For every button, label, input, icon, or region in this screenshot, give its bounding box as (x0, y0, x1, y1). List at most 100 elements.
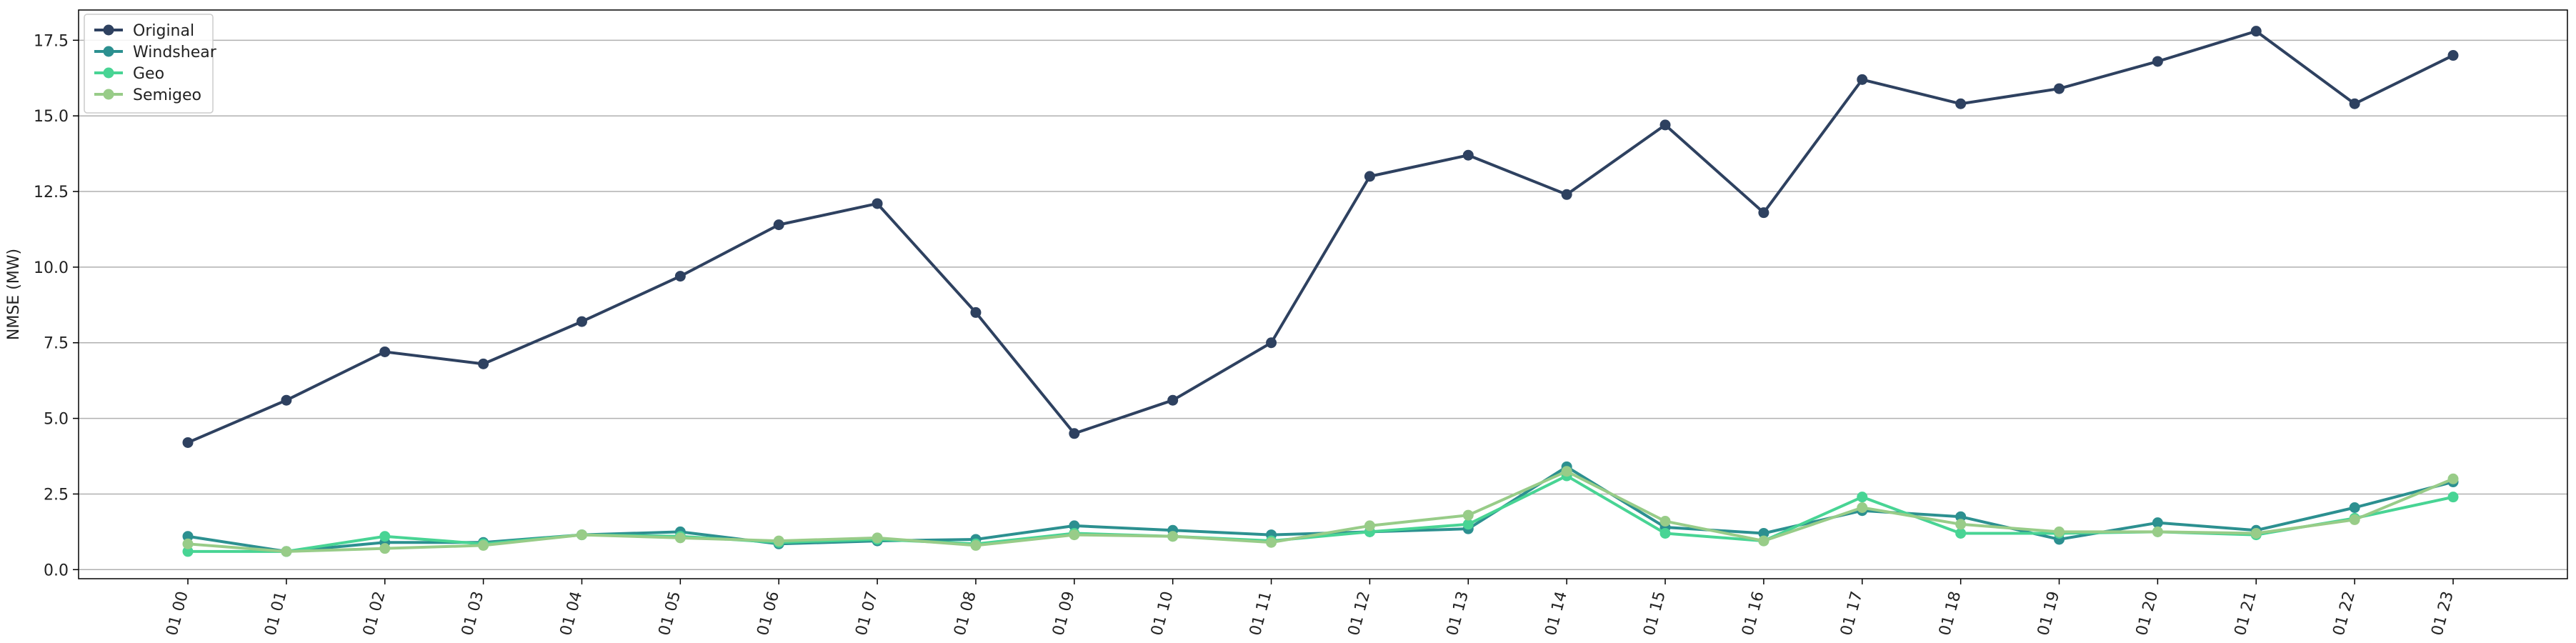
point-original (2152, 56, 2163, 67)
point-original (773, 219, 784, 231)
legend: Original Windshear Geo Semigeo (84, 14, 217, 114)
legend-label-windshear: Windshear (133, 44, 217, 61)
x-tick-label: 01 01 (261, 589, 290, 637)
y-tick-label: 10.0 (34, 259, 69, 277)
x-tick-label: 01 02 (360, 589, 389, 637)
legend-marker-original (103, 24, 114, 36)
series-line-original (186, 29, 2455, 444)
point-original (970, 306, 982, 318)
y-tick-label: 7.5 (44, 335, 69, 353)
point-original (1857, 74, 1868, 85)
point-original (872, 198, 883, 209)
y-tick-label: 12.5 (34, 184, 69, 201)
point-original (1561, 189, 1572, 200)
point-semigeo (2349, 514, 2360, 525)
point-original (478, 358, 489, 369)
point-semigeo (872, 532, 883, 544)
point-original (182, 437, 194, 448)
legend-marker-geo (103, 67, 114, 79)
y-tick-label: 17.5 (34, 32, 69, 50)
x-tick-label: 01 18 (1936, 589, 1965, 637)
point-semigeo (1955, 519, 1967, 530)
legend-label-geo: Geo (133, 65, 164, 83)
legend-label-original: Original (133, 22, 194, 40)
point-original (2447, 50, 2459, 61)
point-original (281, 394, 292, 406)
point-original (2250, 26, 2262, 37)
point-semigeo (576, 529, 587, 541)
x-tick-label: 01 09 (1049, 589, 1078, 637)
legend-marker-semigeo (103, 89, 114, 100)
point-original (379, 346, 391, 357)
x-tick-label: 01 04 (557, 589, 586, 637)
y-tick-label: 15.0 (34, 108, 69, 126)
point-semigeo (478, 539, 489, 551)
point-semigeo (1167, 531, 1179, 542)
point-original (1758, 207, 1769, 219)
x-tick-label: 01 00 (163, 589, 191, 637)
point-original (1364, 171, 1375, 182)
point-geo (379, 531, 391, 542)
point-semigeo (1659, 516, 1671, 527)
point-semigeo (182, 538, 194, 549)
x-tick-label: 01 11 (1247, 589, 1275, 637)
point-original (1069, 428, 1080, 439)
x-tick-label: 01 16 (1739, 589, 1767, 637)
point-windshear (182, 531, 194, 542)
point-semigeo (281, 546, 292, 557)
point-windshear (1955, 511, 1967, 522)
point-original (2054, 83, 2065, 94)
x-tick-label: 01 12 (1345, 589, 1374, 637)
point-semigeo (2054, 526, 2065, 537)
point-original (1266, 337, 1277, 349)
point-semigeo (1266, 537, 1277, 548)
x-tick-label: 01 17 (1837, 589, 1866, 637)
x-tick-label: 01 03 (459, 589, 487, 637)
grid-lines (79, 39, 2567, 571)
point-semigeo (674, 532, 686, 544)
point-geo (1857, 492, 1868, 503)
x-tick-label: 01 07 (852, 589, 881, 637)
point-geo (1659, 527, 1671, 539)
point-semigeo (773, 535, 784, 547)
point-semigeo (1364, 520, 1375, 532)
x-tick-label: 01 23 (2428, 589, 2457, 637)
point-windshear (1069, 520, 1080, 532)
series-lines (182, 26, 2459, 557)
x-tick-label: 01 20 (2133, 589, 2162, 637)
point-original (1955, 98, 1967, 109)
point-semigeo (1462, 509, 1474, 521)
legend-label-semigeo: Semigeo (133, 86, 201, 104)
x-tick-label: 01 19 (2035, 589, 2063, 637)
point-original (674, 271, 686, 282)
point-windshear (2152, 517, 2163, 529)
point-original (1167, 394, 1179, 406)
plot-frame (78, 9, 2568, 579)
point-geo (2447, 492, 2459, 503)
point-semigeo (1758, 535, 1769, 547)
point-original (2349, 98, 2360, 109)
x-tick-label: 01 10 (1148, 589, 1177, 637)
point-semigeo (2152, 526, 2163, 537)
x-tick-label: 01 08 (951, 589, 979, 637)
x-tick-label: 01 05 (656, 589, 684, 637)
y-tick-label: 5.0 (44, 411, 69, 429)
point-semigeo (379, 543, 391, 554)
point-windshear (2349, 502, 2360, 513)
point-geo (182, 546, 194, 557)
point-semigeo (2250, 527, 2262, 539)
series-line-semigeo (186, 469, 2455, 553)
x-tick-label: 01 21 (2232, 589, 2260, 637)
x-tick-label: 01 13 (1444, 589, 1472, 637)
point-semigeo (1857, 502, 1868, 513)
x-tick-label: 01 06 (754, 589, 783, 637)
legend-marker-windshear (103, 46, 114, 57)
legend-box (84, 14, 214, 114)
y-tick-label: 0.0 (44, 562, 69, 579)
point-original (576, 316, 587, 327)
point-semigeo (970, 539, 982, 551)
point-windshear (1758, 527, 1769, 539)
x-tick-label: 01 14 (1542, 589, 1571, 637)
point-semigeo (1561, 466, 1572, 477)
